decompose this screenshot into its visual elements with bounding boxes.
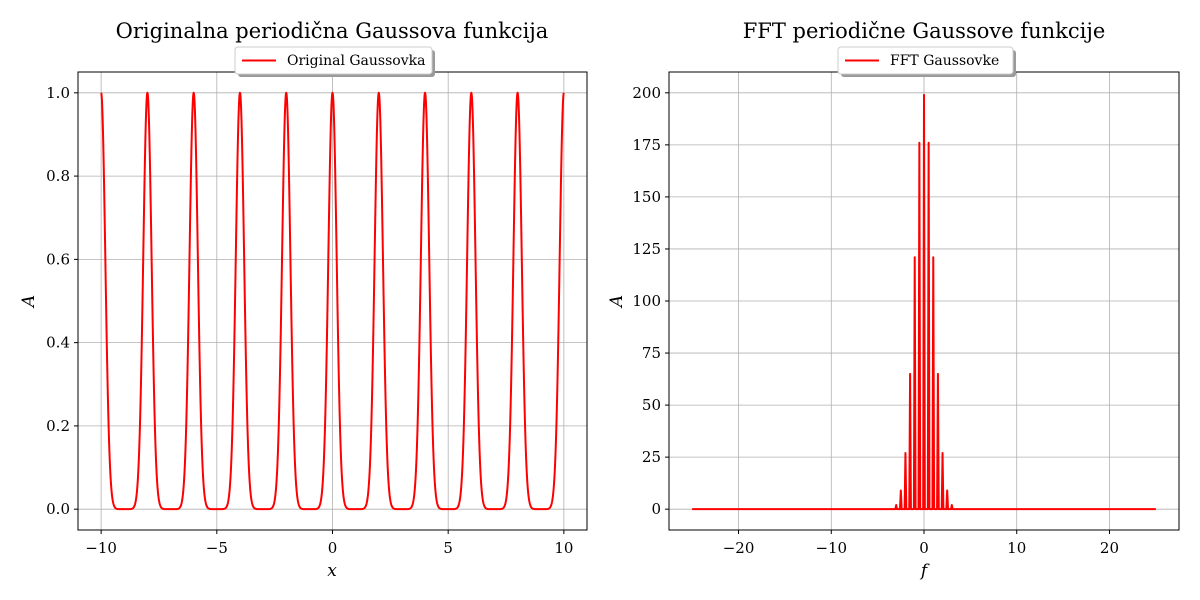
left-chart-series — [100, 91, 565, 511]
right-legend-label: FFT Gaussovke — [890, 53, 999, 69]
right-chart-y-ticks: 0 25 50 75 100 125 150 175 200 — [632, 84, 669, 518]
left-chart-y-label: A — [19, 295, 39, 309]
left-chart-x-ticks: −10 −5 0 5 10 — [85, 530, 573, 557]
left-x-tick-label: 5 — [443, 539, 453, 557]
left-legend-label: Original Gaussovka — [287, 53, 425, 69]
left-chart-title: Originalna periodična Gaussova funkcija — [116, 19, 549, 43]
right-x-tick-label: −10 — [815, 539, 847, 557]
right-y-tick-label: 125 — [632, 240, 661, 258]
right-y-tick-label: 200 — [632, 84, 661, 102]
right-y-tick-label: 100 — [632, 292, 661, 310]
left-x-tick-label: −5 — [206, 539, 228, 557]
left-chart-grid — [78, 72, 587, 530]
right-chart-x-label: f — [919, 561, 930, 581]
right-y-tick-label: 50 — [642, 396, 661, 414]
right-legend-box — [837, 46, 1014, 75]
right-x-tick-label: 0 — [919, 539, 929, 557]
right-chart-legend: FFT Gaussovke — [837, 46, 1016, 77]
right-x-tick-label: 20 — [1100, 539, 1119, 557]
left-y-tick-label: 0.2 — [46, 417, 70, 435]
right-y-tick-label: 25 — [642, 448, 661, 466]
left-chart-panel: Originalna periodična Gaussova funkcija … — [19, 19, 588, 581]
right-y-tick-label: 0 — [651, 500, 661, 518]
left-chart-y-ticks: 0.0 0.2 0.4 0.6 0.8 1.0 — [46, 84, 78, 518]
right-series-line — [692, 93, 1156, 511]
right-chart-x-ticks: −20 −10 0 10 20 — [723, 530, 1119, 557]
left-y-tick-label: 0.8 — [46, 167, 70, 185]
right-y-tick-label: 175 — [632, 136, 661, 154]
right-chart-y-label: A — [607, 295, 627, 309]
left-legend-box — [234, 46, 433, 75]
left-y-tick-label: 0.0 — [46, 500, 70, 518]
right-x-tick-label: −20 — [723, 539, 755, 557]
left-chart-x-label: x — [327, 561, 337, 581]
left-x-tick-label: 0 — [328, 539, 338, 557]
right-chart-panel: FFT periodične Gaussove funkcije −20 −10 0… — [607, 19, 1180, 581]
right-chart-title: FFT periodične Gaussove funkcije — [743, 19, 1106, 43]
left-y-tick-label: 0.6 — [46, 250, 70, 268]
right-y-tick-label: 150 — [632, 188, 661, 206]
left-x-tick-label: 10 — [554, 539, 573, 557]
left-chart-legend: Original Gaussovka — [234, 46, 435, 77]
left-x-tick-label: −10 — [85, 539, 117, 557]
right-y-tick-label: 75 — [642, 344, 661, 362]
left-y-tick-label: 0.4 — [46, 334, 70, 352]
left-y-tick-label: 1.0 — [46, 84, 70, 102]
right-x-tick-label: 10 — [1007, 539, 1026, 557]
right-chart-series — [692, 93, 1156, 511]
